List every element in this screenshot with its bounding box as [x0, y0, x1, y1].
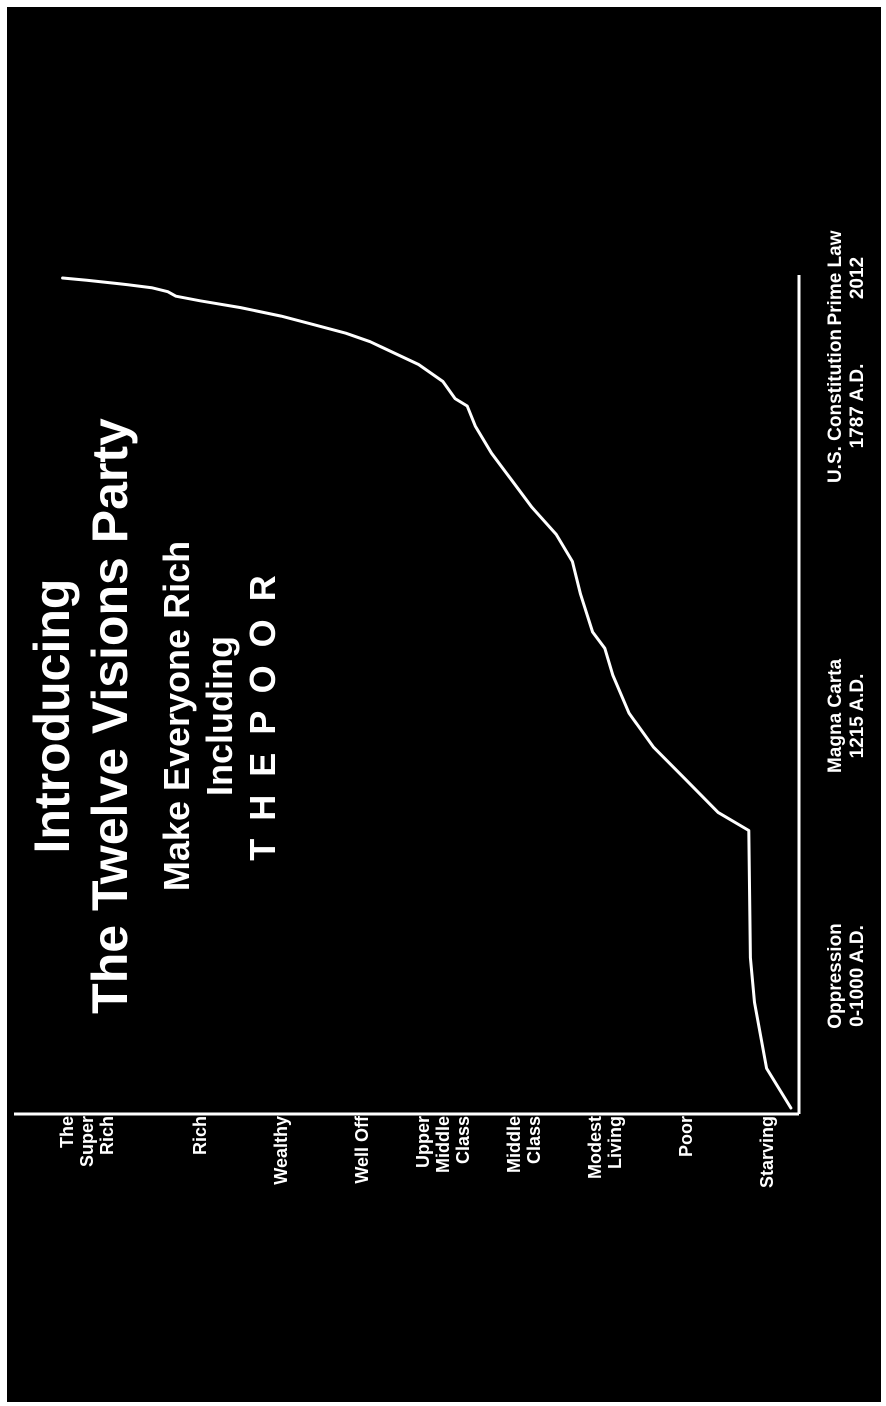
x-tick-label-line: 1215 A.D. [847, 596, 869, 836]
y-tick-label-line: Living [604, 1116, 624, 1376]
y-tick-label-line: Middle [503, 1116, 523, 1376]
y-tick-label-line: Well Off [351, 1116, 371, 1376]
x-tick-label-line: 0-1000 A.D. [847, 856, 869, 1096]
y-tick-label-line: Wealthy [271, 1116, 291, 1376]
x-tick-label-line: Prime Law [825, 158, 847, 398]
y-tick-label-line: Starving [756, 1116, 776, 1376]
y-tick-label: Poor [675, 1116, 695, 1376]
y-tick-label: Well Off [351, 1116, 371, 1376]
y-tick-label-line: Middle [432, 1116, 452, 1376]
x-tick-label-line: 2012 [847, 158, 869, 398]
y-tick-label-line: Class [452, 1116, 472, 1376]
y-tick-label-line: Class [523, 1116, 543, 1376]
poster-subtitle: The Twelve Visions Party [85, 306, 135, 1126]
y-tick-label-line: Upper [412, 1116, 432, 1376]
y-tick-label-line: Super [76, 1116, 96, 1376]
x-tick-label-line: Oppression [825, 856, 847, 1096]
poster-tagline-including: Including [202, 306, 238, 1126]
y-tick-label-line: Poor [675, 1116, 695, 1376]
y-tick-label: Rich [190, 1116, 210, 1376]
y-tick-label-line: The [56, 1116, 76, 1376]
y-tick-label-line: Rich [190, 1116, 210, 1376]
poster-tagline-the-poor: T H E P O O R [245, 306, 281, 1126]
rotated-chart-panel: Introducing The Twelve Visions Party Mak… [9, 13, 886, 1406]
y-tick-label: Starving [756, 1116, 776, 1376]
y-tick-label-line: Rich [96, 1116, 116, 1376]
x-tick-label-line: Magna Carta [825, 596, 847, 836]
poster-background: Introducing The Twelve Visions Party Mak… [7, 7, 881, 1402]
poster-title: Introducing [27, 306, 77, 1126]
y-tick-label: Wealthy [271, 1116, 291, 1376]
poster-tagline: Make Everyone Rich [159, 306, 195, 1126]
y-tick-label-line: Modest [584, 1116, 604, 1376]
